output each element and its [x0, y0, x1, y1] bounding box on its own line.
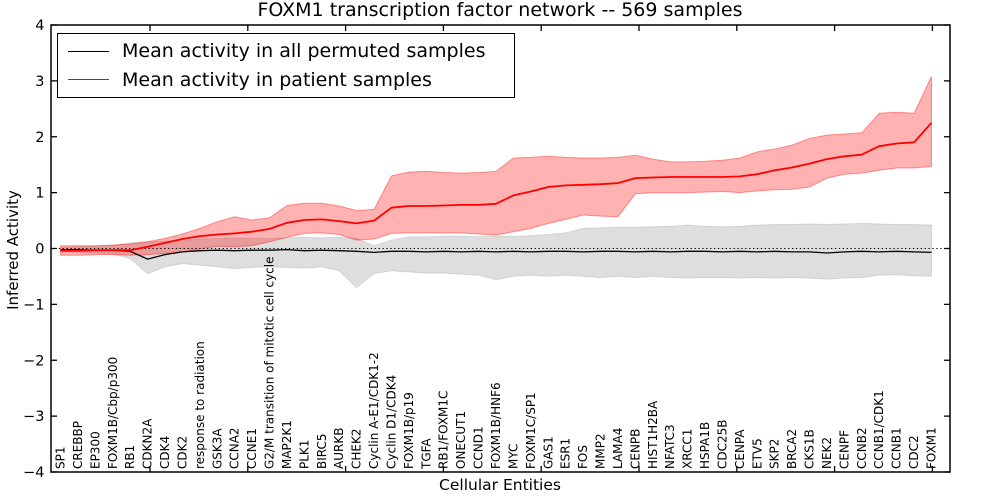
x-category-label: CCNB1	[890, 427, 904, 469]
x-category-label: CDC2	[907, 435, 921, 469]
x-category-label: FOXM1B/p19	[402, 392, 416, 469]
x-category-label: BRCA2	[785, 429, 799, 469]
x-category-label: MYC	[506, 444, 520, 469]
patient-line-swatch	[68, 79, 109, 81]
y-tick-label: 2	[35, 130, 44, 146]
x-category-label: HSPA1B	[698, 422, 712, 469]
x-axis-label: Cellular Entities	[439, 476, 561, 494]
x-category-label: CKS1B	[803, 429, 817, 469]
x-category-label: CCNB1/CDK1	[872, 390, 886, 469]
legend-label-patient: Mean activity in patient samples	[122, 68, 432, 91]
x-category-label: ETV5	[750, 438, 764, 469]
legend-label-permuted: Mean activity in all permuted samples	[122, 40, 486, 63]
chart-title: FOXM1 transcription factor network -- 56…	[257, 0, 743, 21]
x-category-label: MMP2	[594, 433, 608, 469]
patient-confidence-band	[60, 75, 932, 256]
x-category-label: GAS1	[541, 436, 555, 469]
x-category-label: MAP2K1	[280, 420, 294, 469]
x-category-label: Cyclin A-E1/CDK1-2	[367, 352, 381, 469]
y-tick-label: −2	[23, 353, 44, 369]
y-tick-label: 4	[35, 18, 44, 34]
legend: Mean activity in all permuted samples Me…	[57, 33, 515, 98]
x-category-label: NEK2	[820, 437, 834, 469]
y-tick-label: 3	[35, 74, 44, 90]
x-category-label: FOXM1B/Cbp/p300	[106, 357, 120, 469]
permuted-mean-line	[60, 248, 932, 260]
x-category-label: CREBBP	[71, 421, 85, 469]
x-category-label: NFATC3	[663, 424, 677, 469]
x-category-label: TGFA	[419, 438, 433, 470]
x-category-label: CHEK2	[350, 429, 364, 470]
x-category-label: ONECUT1	[454, 411, 468, 469]
x-category-label: CCND1	[472, 426, 486, 469]
x-category-label: G2/M transition of mitotic cell cycle	[263, 256, 277, 469]
y-tick-label: −1	[23, 297, 44, 313]
x-category-label: FOXM1	[925, 427, 939, 469]
x-category-label: response to radiation	[193, 341, 207, 469]
x-category-label: CENPF	[837, 430, 851, 469]
x-category-label: RB1/FOXM1C	[437, 391, 451, 469]
x-category-label: SP1	[54, 447, 68, 470]
x-category-label: CENPB	[628, 429, 642, 469]
x-category-label: CDK4	[158, 436, 172, 469]
x-category-label: CCNA2	[228, 427, 242, 469]
x-category-label: Cyclin D1/CDK4	[384, 375, 398, 469]
x-category-label: SKP2	[768, 439, 782, 469]
x-category-label: CCNB2	[855, 427, 869, 469]
x-category-label: CDC25B	[715, 420, 729, 470]
x-category-label: FOS	[576, 445, 590, 469]
x-category-label: FOXM1B/HNF6	[489, 382, 503, 469]
x-category-label: RB1	[123, 445, 137, 469]
x-category-label: EP300	[88, 431, 102, 469]
x-category-label: CDK2	[175, 436, 189, 469]
x-category-label: ESR1	[559, 438, 573, 469]
legend-entry-patient: Mean activity in patient samples	[58, 66, 514, 93]
x-category-label: FOXM1C/SP1	[524, 392, 538, 469]
x-category-label: GSK3A	[210, 428, 224, 469]
x-category-label: AURKB	[332, 428, 346, 469]
x-category-label: CDKN2A	[141, 418, 155, 469]
x-category-label: BIRC5	[315, 433, 329, 469]
x-category-label: HIST1H2BA	[646, 400, 660, 469]
x-category-label: XRCC1	[681, 429, 695, 469]
permuted-line-swatch	[68, 50, 109, 52]
x-category-label: LAMA4	[611, 428, 625, 469]
x-category-label: CCNE1	[245, 428, 259, 469]
x-category-label: PLK1	[297, 440, 311, 469]
legend-entry-permuted: Mean activity in all permuted samples	[58, 38, 514, 65]
y-tick-label: 0	[35, 242, 44, 258]
x-category-label: CENPA	[733, 429, 747, 469]
y-axis-label: Inferred Activity	[4, 190, 22, 310]
y-tick-label: −4	[23, 465, 44, 481]
y-tick-label: −3	[23, 409, 44, 425]
patient-mean-line	[60, 122, 933, 252]
y-tick-label: 1	[35, 186, 44, 202]
permuted-confidence-band	[60, 222, 932, 289]
